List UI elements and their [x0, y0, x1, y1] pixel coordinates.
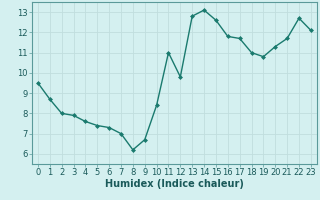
X-axis label: Humidex (Indice chaleur): Humidex (Indice chaleur) — [105, 179, 244, 189]
